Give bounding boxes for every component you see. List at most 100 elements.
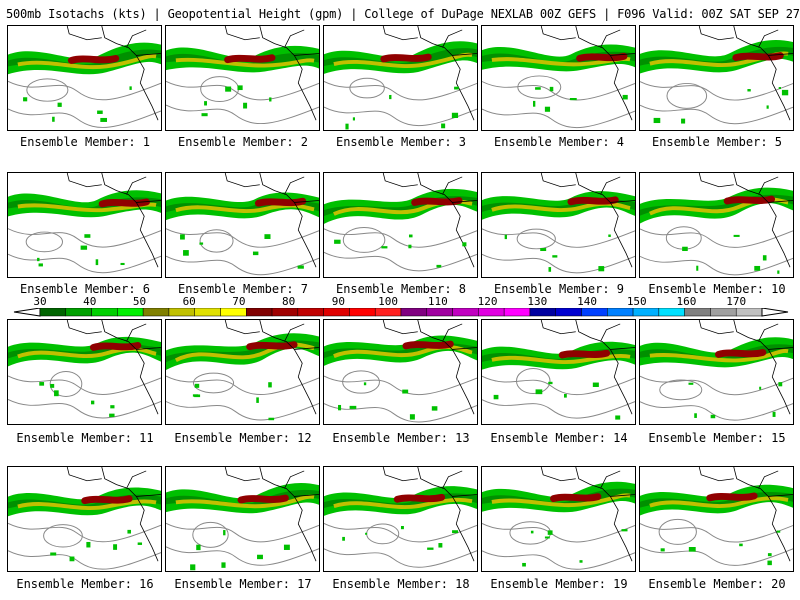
- height-contour: [166, 255, 319, 276]
- wind-speckle: [548, 267, 552, 272]
- wind-speckle: [533, 100, 536, 107]
- wind-speckle: [199, 242, 204, 245]
- wind-speckle: [739, 543, 743, 547]
- wind-speckle: [660, 548, 665, 552]
- wind-speckle: [452, 530, 459, 534]
- colorbar-swatch: [117, 308, 144, 317]
- wind-speckle: [84, 234, 91, 238]
- jet-mid: [491, 353, 631, 365]
- height-contour: [166, 104, 319, 125]
- colorbar-tick-label: 60: [182, 295, 196, 308]
- wind-speckle: [544, 536, 550, 539]
- colorbar-tick-label: 150: [626, 295, 647, 308]
- jet-core: [732, 52, 784, 62]
- wind-speckle: [100, 117, 108, 122]
- ensemble-panel-7: [165, 172, 320, 278]
- colorbar-swatch: [374, 308, 402, 317]
- ensemble-panel-6: [7, 172, 162, 278]
- colorbar-swatch: [39, 308, 67, 317]
- wind-speckle: [522, 562, 526, 567]
- wind-speckle: [454, 86, 459, 90]
- ensemble-member-label: Ensemble Member: 6: [19, 282, 151, 296]
- jet-core: [224, 54, 276, 64]
- jet-band: [166, 482, 319, 514]
- colorbar-tick-label: 40: [83, 295, 97, 308]
- wind-speckle: [409, 414, 415, 420]
- wind-speckle: [408, 244, 412, 249]
- coastline: [698, 320, 793, 415]
- height-contour-closed: [517, 75, 562, 99]
- wind-speckle: [268, 382, 272, 388]
- colorbar-tick-label: 140: [577, 295, 597, 308]
- colorbar-swatch: [555, 308, 582, 317]
- wind-speckle: [269, 97, 272, 102]
- wind-speckle: [225, 86, 232, 92]
- wind-speckle: [598, 266, 605, 272]
- wind-speckle: [57, 102, 62, 107]
- ensemble-member-label: Ensemble Member: 9: [493, 282, 625, 296]
- wind-speckle: [69, 556, 75, 562]
- wind-speckle: [563, 393, 567, 398]
- wind-speckle: [204, 101, 207, 106]
- wind-speckle: [548, 381, 553, 385]
- wind-speckle: [747, 89, 751, 92]
- colorbar-scale: [13, 308, 789, 317]
- wind-speckle: [608, 234, 611, 237]
- ensemble-panel-10: [639, 172, 794, 278]
- ensemble-panel-9: [481, 172, 636, 278]
- wind-speckle: [352, 117, 356, 121]
- jet-mid: [17, 346, 157, 359]
- wind-speckle: [781, 89, 789, 96]
- height-contour: [640, 81, 793, 101]
- wind-speckle: [381, 246, 388, 249]
- wind-speckle: [50, 552, 57, 556]
- coastline: [224, 26, 319, 121]
- height-contour: [482, 523, 635, 543]
- ensemble-panel-5: [639, 25, 794, 131]
- wind-speckle: [109, 413, 115, 417]
- height-contour: [482, 108, 635, 129]
- wind-speckle: [438, 543, 443, 548]
- wind-speckle: [37, 257, 40, 262]
- wind-speckle: [338, 404, 342, 411]
- ensemble-member-label: Ensemble Member: 5: [651, 135, 783, 149]
- wind-speckle: [50, 383, 55, 388]
- ensemble-panel-1: [7, 25, 162, 131]
- page-title: 500mb Isotachs (kts) | Geopotential Heig…: [6, 7, 800, 21]
- wind-speckle: [252, 251, 259, 256]
- ensemble-member-label: Ensemble Member: 15: [648, 431, 786, 445]
- wind-speckle: [569, 97, 577, 101]
- wind-speckle: [427, 547, 434, 550]
- height-contour: [324, 548, 477, 568]
- wind-speckle: [696, 265, 699, 271]
- jet-core: [246, 341, 298, 351]
- height-contour: [640, 255, 793, 276]
- wind-speckle: [264, 234, 271, 239]
- height-contour: [482, 253, 635, 274]
- wind-speckle: [91, 400, 95, 405]
- wind-speckle: [297, 265, 304, 269]
- ensemble-member-label: Ensemble Member: 16: [16, 577, 154, 591]
- ensemble-panel-2: [165, 25, 320, 131]
- jet-band: [324, 41, 477, 74]
- height-contour-closed: [192, 521, 229, 548]
- wind-speckle: [451, 112, 459, 118]
- jet-core: [567, 196, 619, 206]
- ensemble-member-label: Ensemble Member: 17: [174, 577, 312, 591]
- ensemble-panel-14: [481, 319, 636, 425]
- jet-core: [723, 195, 776, 205]
- wind-speckle: [733, 234, 740, 237]
- height-contour-closed: [349, 77, 385, 99]
- wind-speckle: [767, 553, 772, 557]
- wind-speckle: [540, 248, 547, 252]
- colorbar-tick-label: 100: [378, 295, 399, 308]
- coastline: [540, 26, 635, 121]
- colorbar-tick-label: 70: [232, 295, 246, 308]
- wind-speckle: [762, 255, 767, 261]
- colorbar-tick-label: 50: [132, 295, 147, 308]
- colorbar-swatch: [607, 308, 634, 317]
- wind-speckle: [776, 530, 781, 533]
- ensemble-panel-15: [639, 319, 794, 425]
- ensemble-member-label: Ensemble Member: 8: [335, 282, 467, 296]
- colorbar-swatch: [323, 308, 350, 317]
